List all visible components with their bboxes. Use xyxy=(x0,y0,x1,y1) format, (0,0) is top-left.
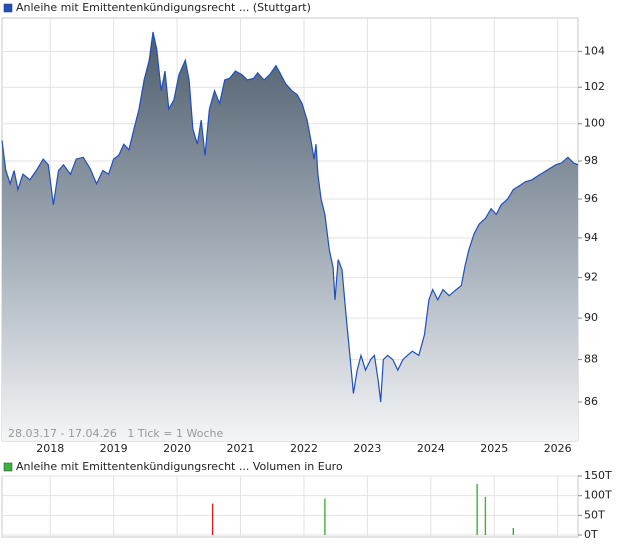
x-tick-label: 2018 xyxy=(36,442,64,455)
y-tick-label: 0T xyxy=(584,528,598,541)
y-tick-label: 86 xyxy=(584,395,598,408)
volume-bar xyxy=(324,498,326,536)
legend-label: Anleihe mit Emittentenkündigungsrecht ..… xyxy=(16,1,311,14)
area xyxy=(2,32,578,441)
legend-swatch xyxy=(3,3,13,13)
y-tick-label: 104 xyxy=(584,44,605,57)
y-tick-label: 88 xyxy=(584,353,598,366)
x-tick-label: 2023 xyxy=(353,442,381,455)
volume-bar xyxy=(512,527,514,536)
volume-bar xyxy=(476,483,478,536)
x-tick-label: 2025 xyxy=(480,442,508,455)
y-tick-label: 96 xyxy=(584,192,598,205)
y-tick-label: 90 xyxy=(584,311,598,324)
y-tick-label: 92 xyxy=(584,271,598,284)
y-tick-label: 94 xyxy=(584,231,598,244)
y-tick-label: 102 xyxy=(584,80,605,93)
annotation: 28.03.17 - 17.04.26 1 Tick = 1 Woche xyxy=(8,427,223,440)
y-tick-label: 150T xyxy=(584,469,612,482)
volume-bar xyxy=(484,496,487,536)
x-tick-label: 2019 xyxy=(100,442,128,455)
x-tick-label: 2024 xyxy=(417,442,445,455)
x-tick-label: 2021 xyxy=(227,442,255,455)
volume-bar xyxy=(211,503,214,536)
legend-swatch xyxy=(3,462,13,472)
y-tick-label: 100 xyxy=(584,117,605,130)
legend-label: Anleihe mit Emittentenkündigungsrecht ..… xyxy=(16,460,343,473)
x-tick-label: 2020 xyxy=(163,442,191,455)
x-tick-label: 2026 xyxy=(544,442,572,455)
price-line xyxy=(1,31,579,403)
y-tick-label: 98 xyxy=(584,154,598,167)
plot-area xyxy=(1,475,579,538)
y-tick-label: 100T xyxy=(584,489,612,502)
y-tick-label: 50T xyxy=(584,508,605,521)
x-tick-label: 2022 xyxy=(290,442,318,455)
